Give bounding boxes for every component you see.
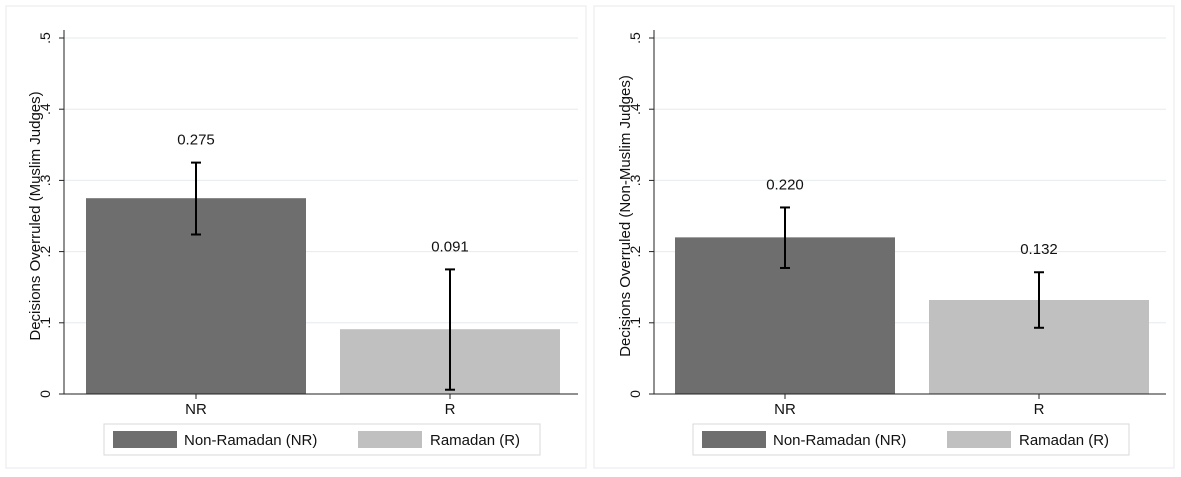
panel-background xyxy=(593,5,1175,469)
x-tick-label: NR xyxy=(185,401,207,418)
y-tick-label: .3 xyxy=(627,174,643,186)
error-bar-r xyxy=(1034,271,1044,329)
legend: Non-Ramadan (NR) Ramadan (R) xyxy=(692,423,1130,456)
legend-swatch-nr xyxy=(702,431,766,448)
y-tick-label: .2 xyxy=(37,246,53,258)
data-label: 0.220 xyxy=(766,176,804,193)
y-tick-label: 0 xyxy=(37,390,53,398)
y-tick-label: .1 xyxy=(627,317,643,329)
y-tick-label: .5 xyxy=(37,32,53,44)
y-tick-label: .4 xyxy=(627,103,643,115)
data-label: 0.132 xyxy=(1020,241,1058,258)
error-bar-r xyxy=(445,268,455,391)
legend: Non-Ramadan (NR) Ramadan (R) xyxy=(103,423,541,456)
y-tick-label: .1 xyxy=(37,317,53,329)
y-axis-label: Decisions Overruled (Muslim Judges) xyxy=(27,91,44,340)
y-tick-label: .3 xyxy=(37,174,53,186)
x-tick-label: NR xyxy=(774,401,796,418)
error-bar-nr xyxy=(780,206,790,269)
legend-swatch-nr xyxy=(113,431,177,448)
legend-label-r: Ramadan (R) xyxy=(430,432,520,449)
error-bar-nr xyxy=(191,161,201,236)
data-label: 0.275 xyxy=(177,132,215,149)
chart-panel-1: 0.275 0.091 0 .1 .2 .3 .4 .5 NR R Decisions Overru… xyxy=(5,5,587,469)
data-label: 0.091 xyxy=(431,238,469,255)
chart-panel-2: 0.220 0.132 0 .1 .2 .3 .4 .5 NR R Decisions Overru… xyxy=(593,5,1175,469)
y-tick-label: .4 xyxy=(37,103,53,115)
legend-label-r: Ramadan (R) xyxy=(1019,432,1109,449)
x-tick-label: R xyxy=(1034,401,1045,418)
legend-swatch-r xyxy=(947,431,1011,448)
x-tick-label: R xyxy=(445,401,456,418)
y-tick-label: .2 xyxy=(627,246,643,258)
legend-swatch-r xyxy=(358,431,422,448)
y-tick-label: 0 xyxy=(627,390,643,398)
y-tick-label: .5 xyxy=(627,32,643,44)
legend-label-nr: Non-Ramadan (NR) xyxy=(184,432,317,449)
legend-label-nr: Non-Ramadan (NR) xyxy=(773,432,906,449)
y-axis-label: Decisions Overruled (Non-Muslim Judges) xyxy=(617,75,634,357)
